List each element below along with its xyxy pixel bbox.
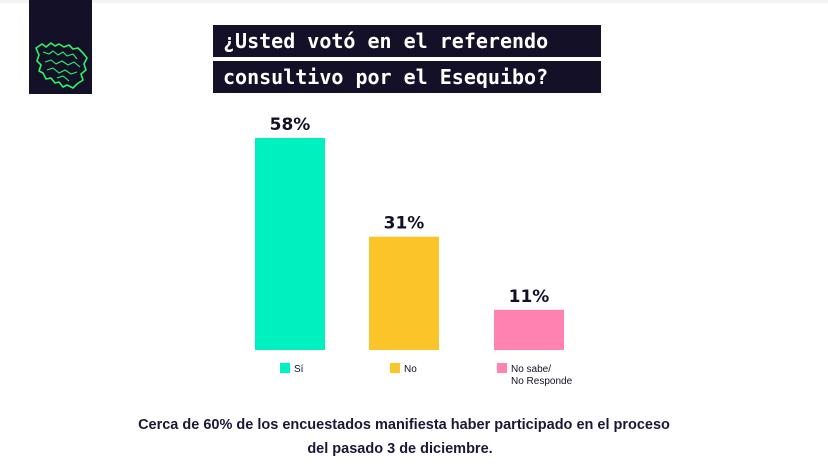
legend-label-1: Sí [294,364,304,375]
value-label-1: 58% [270,115,311,135]
footer-note-line-1: Cerca de 60% de los encuestados manifies… [138,417,670,433]
value-label-2: 31% [384,214,425,234]
value-label-3: 11% [509,287,550,307]
legend-label-3: No sabe/ [511,364,551,375]
legend-label-3: No Responde [511,376,573,387]
chart-title-line-1: ¿Usted votó en el referendo [213,25,601,57]
footer-note-line-2: del pasado 3 de diciembre. [307,441,493,457]
logo-panel [29,0,92,94]
top-border [0,0,828,3]
legend-swatch-3 [497,363,507,373]
legend-label-2: No [404,364,417,375]
venezuela-map-icon [35,42,88,89]
bar-chart: 58% Sí 31% No 11% No sabe/No Responde [255,115,573,387]
chart-title-line-2: consultivo por el Esequibo? [213,61,601,93]
bar-2 [369,236,439,350]
bar-1 [255,138,325,350]
legend-swatch-2 [390,363,400,373]
legend-swatch-1 [280,363,290,373]
bar-3 [494,309,564,350]
